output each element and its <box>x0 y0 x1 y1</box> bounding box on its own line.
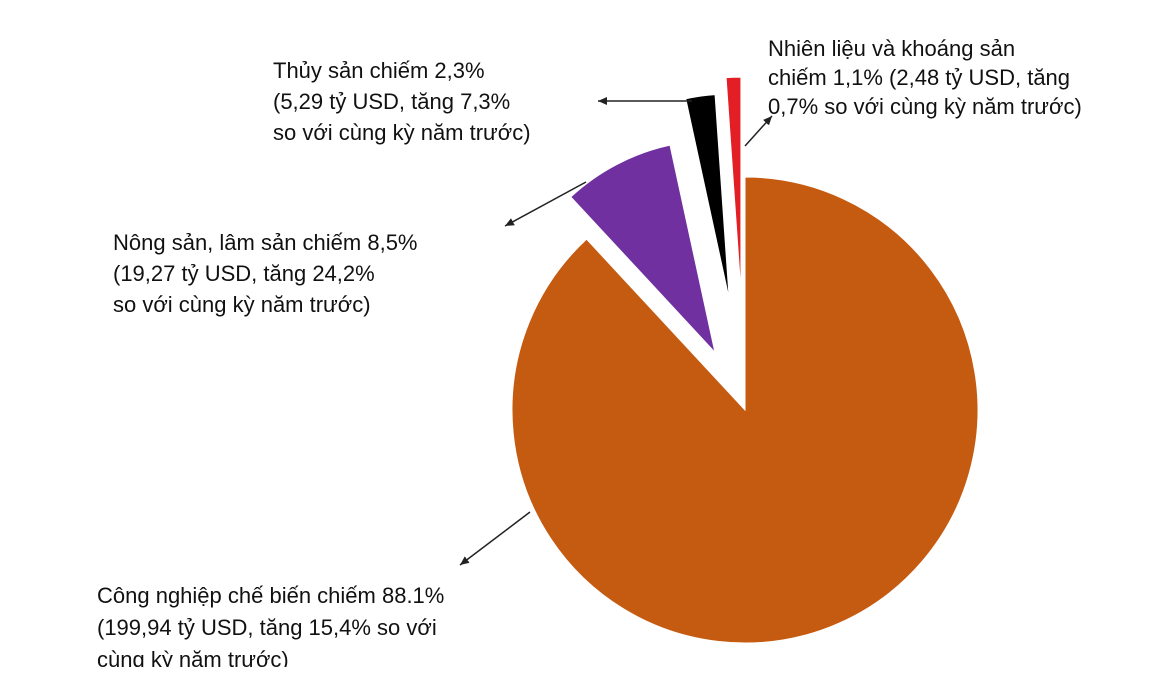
slice-label: so với cùng kỳ năm trước) <box>113 292 371 317</box>
pie-slice <box>685 94 730 300</box>
crop <box>0 667 1162 698</box>
pie <box>511 76 979 644</box>
slice-label: (199,94 tỷ USD, tăng 15,4% so với <box>97 615 437 640</box>
arrow <box>459 511 531 566</box>
slice-label: Thủy sản chiếm 2,3% <box>273 58 485 83</box>
arrow <box>504 181 587 227</box>
arrow <box>744 115 773 147</box>
slice-label: Nông sản, lâm sản chiếm 8,5% <box>113 230 418 255</box>
slice-label: Công nghiệp chế biến chiếm 88.1% <box>97 583 444 608</box>
slice-label: (5,29 tỷ USD, tăng 7,3% <box>273 89 510 114</box>
pie-slice <box>725 76 742 293</box>
pie-slice <box>511 176 979 644</box>
slice-label: so với cùng kỳ năm trước) <box>273 120 531 145</box>
slice-label: chiếm 1,1% (2,48 tỷ USD, tăng <box>768 65 1070 90</box>
slice-label: Nhiên liệu và khoáng sản <box>768 36 1015 61</box>
slice-label: 0,7% so với cùng kỳ năm trước) <box>768 94 1082 119</box>
pie-slice <box>570 144 716 355</box>
slice-label: (19,27 tỷ USD, tăng 24,2% <box>113 261 375 286</box>
